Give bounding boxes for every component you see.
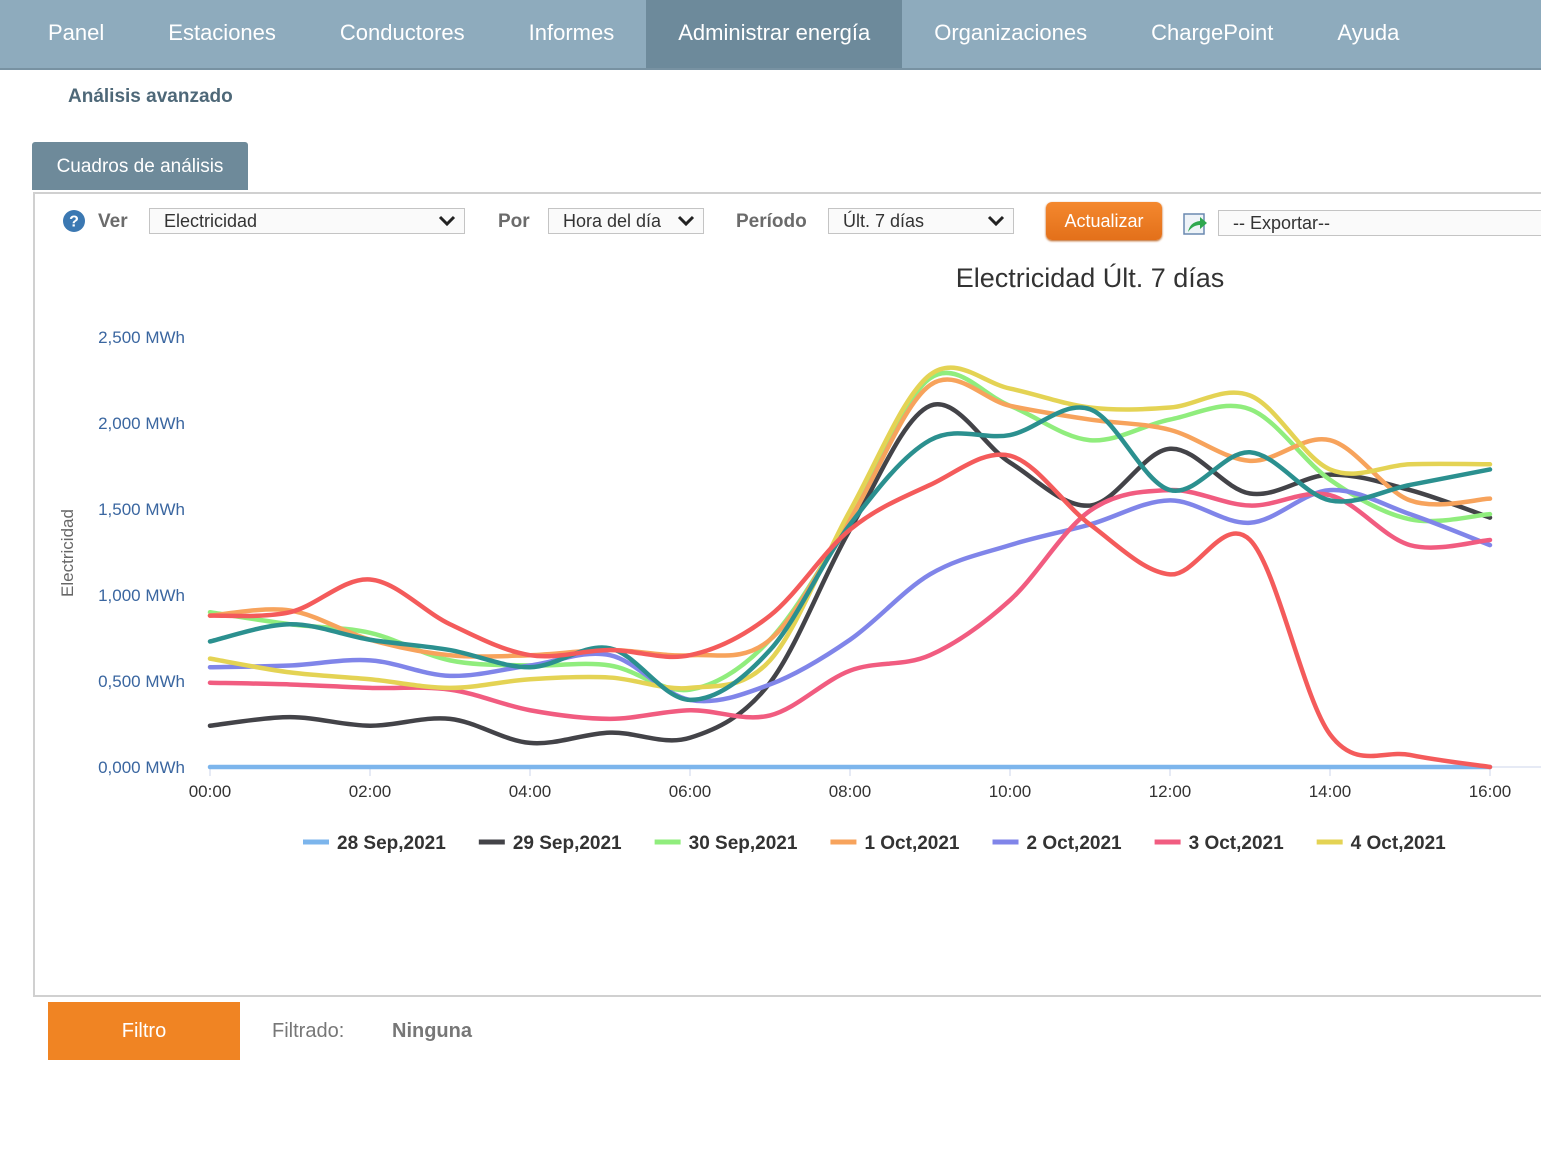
ver-value: Electricidad [164, 211, 258, 231]
series-line [207, 377, 1493, 659]
x-tick-label: 08:00 [829, 782, 872, 801]
nav-item[interactable]: Administrar energía [646, 0, 903, 68]
x-tick-label: 10:00 [989, 782, 1032, 801]
x-tick-label: 12:00 [1149, 782, 1192, 801]
legend-label: 1 Oct,2021 [864, 833, 959, 854]
top-nav: Panel Estaciones Conductores Informes Admini… [0, 0, 1541, 70]
legend-label: 3 Oct,2021 [1189, 833, 1284, 854]
nav-item[interactable]: Estaciones [168, 20, 276, 45]
y-tick-label: 2,000 MWh [98, 414, 185, 433]
legend-label: 4 Oct,2021 [1351, 833, 1446, 854]
chart: Electricidad Últ. 7 días Electricidad 0,… [58, 262, 1541, 854]
chart-title: Electricidad Últ. 7 días [956, 262, 1225, 293]
chevron [987, 215, 1005, 227]
y-tick-label: 2,500 MWh [98, 328, 185, 347]
por-select[interactable]: Hora del día [548, 208, 704, 234]
legend-label: 2 Oct,2021 [1027, 833, 1122, 854]
legend-label: 28 Sep,2021 [337, 833, 446, 854]
legend-label: 29 Sep,2021 [513, 833, 622, 854]
series-line [207, 402, 1493, 746]
x-tick-label: 06:00 [669, 782, 712, 801]
update-button[interactable]: Actualizar [1046, 202, 1162, 240]
chevron [438, 215, 456, 227]
x-tick-label: 14:00 [1309, 782, 1352, 801]
export-value: -- Exportar-- [1233, 213, 1331, 233]
legend-label: 30 Sep,2021 [689, 833, 798, 854]
periodo-label: Período [736, 211, 807, 232]
ver-select[interactable]: Electricidad [149, 208, 465, 234]
export-select[interactable]: -- Exportar-- [1218, 210, 1541, 236]
y-tick-label: 0,000 MWh [98, 758, 185, 777]
series-line [207, 452, 1493, 770]
help-glyph: ? [69, 214, 79, 231]
periodo-select[interactable]: Últ. 7 días [828, 208, 1014, 234]
filter-button[interactable]: Filtro [48, 1002, 240, 1060]
filter-label: Filtrado: [272, 1020, 345, 1042]
nav-item[interactable]: Informes [528, 20, 615, 45]
nav-item[interactable]: Organizaciones [934, 20, 1088, 45]
por-label: Por [498, 211, 530, 232]
chevron [677, 215, 695, 227]
y-tick-label: 1,500 MWh [98, 500, 185, 519]
nav-item[interactable]: Panel [48, 20, 105, 45]
ver-label: Ver [98, 211, 128, 232]
nav-item[interactable]: ChargePoint [1151, 20, 1274, 45]
series-line [207, 405, 1493, 703]
series-line [207, 365, 1493, 691]
filter-value: Ninguna [392, 1020, 472, 1042]
nav-item[interactable]: Ayuda [1337, 20, 1400, 45]
series-line [207, 487, 1493, 704]
x-tick-label: 16:00 [1469, 782, 1512, 801]
por-value: Hora del día [563, 211, 662, 231]
nav-item[interactable]: Conductores [339, 20, 465, 45]
y-tick-label: 1,000 MWh [98, 586, 185, 605]
periodo-value: Últ. 7 días [843, 211, 925, 231]
panel [33, 192, 1541, 997]
x-tick-label: 00:00 [189, 782, 232, 801]
export-icon[interactable] [1182, 210, 1210, 238]
help-circle [63, 210, 85, 232]
help-icon[interactable]: ? [62, 209, 86, 233]
x-tick-label: 04:00 [509, 782, 552, 801]
y-tick-label: 0,500 MWh [98, 672, 185, 691]
tab[interactable]: Cuadros de análisis [32, 142, 248, 190]
y-axis-title: Electricidad [58, 509, 77, 597]
x-tick-label: 02:00 [349, 782, 392, 801]
subnav-link[interactable]: Análisis avanzado [68, 86, 233, 107]
